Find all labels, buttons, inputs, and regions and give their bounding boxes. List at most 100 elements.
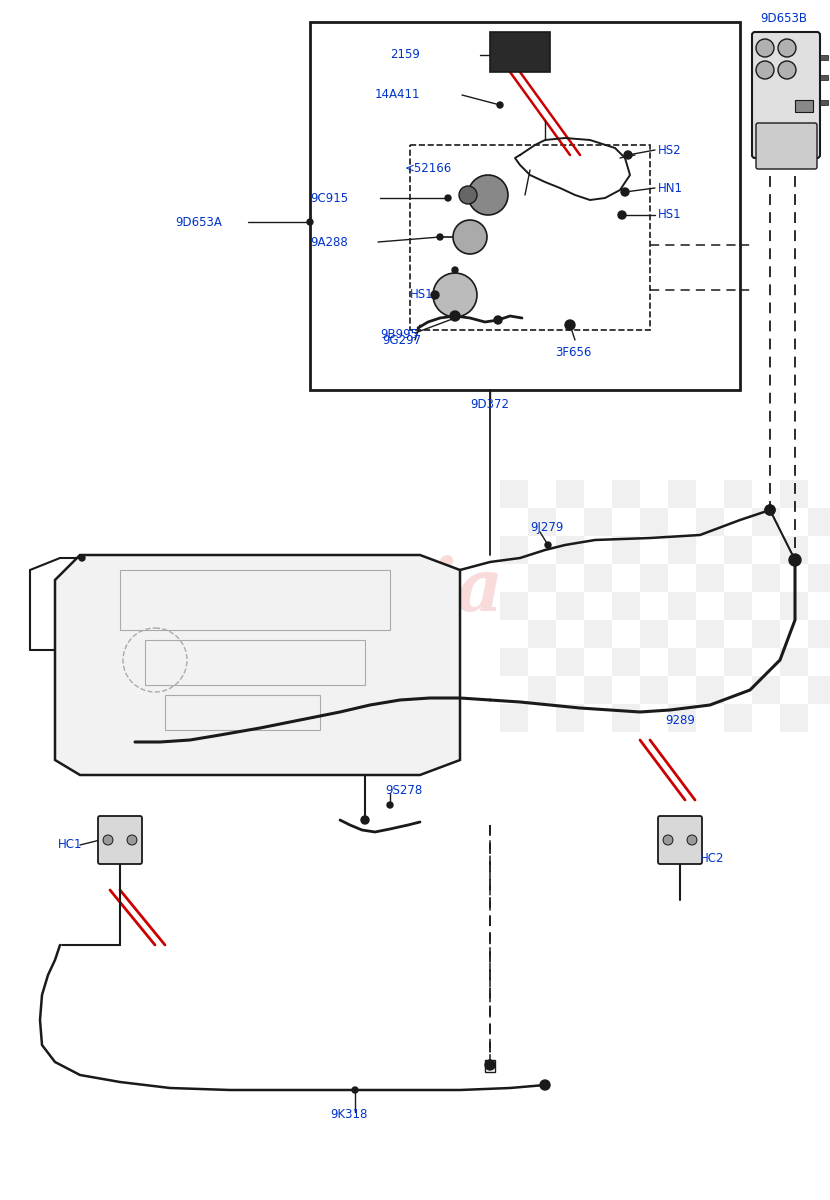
Bar bbox=[556, 620, 584, 648]
Circle shape bbox=[789, 554, 801, 566]
Bar bbox=[808, 564, 830, 592]
Circle shape bbox=[79, 554, 85, 560]
Bar bbox=[724, 564, 752, 592]
Polygon shape bbox=[55, 554, 460, 775]
Bar bbox=[752, 536, 780, 564]
Circle shape bbox=[497, 102, 503, 108]
Circle shape bbox=[624, 151, 632, 158]
Circle shape bbox=[540, 1080, 550, 1090]
Bar bbox=[500, 592, 528, 620]
Bar bbox=[640, 648, 668, 676]
Bar bbox=[528, 536, 556, 564]
Bar bbox=[528, 648, 556, 676]
Bar bbox=[500, 704, 528, 732]
Bar bbox=[752, 704, 780, 732]
Bar bbox=[752, 592, 780, 620]
Bar bbox=[556, 592, 584, 620]
Bar bbox=[752, 620, 780, 648]
Bar bbox=[724, 592, 752, 620]
FancyBboxPatch shape bbox=[98, 816, 142, 864]
Bar bbox=[556, 508, 584, 536]
Bar bbox=[668, 564, 696, 592]
Circle shape bbox=[352, 1087, 358, 1093]
Bar bbox=[780, 620, 808, 648]
Bar bbox=[584, 620, 612, 648]
FancyBboxPatch shape bbox=[658, 816, 702, 864]
Bar bbox=[528, 508, 556, 536]
Circle shape bbox=[468, 175, 508, 215]
Bar bbox=[752, 676, 780, 704]
Bar bbox=[696, 620, 724, 648]
Bar bbox=[528, 704, 556, 732]
Circle shape bbox=[445, 194, 451, 200]
Bar bbox=[668, 480, 696, 508]
Bar bbox=[584, 592, 612, 620]
Bar bbox=[612, 592, 640, 620]
Circle shape bbox=[618, 211, 626, 218]
Bar bbox=[640, 508, 668, 536]
Circle shape bbox=[790, 554, 800, 565]
Text: HC2: HC2 bbox=[700, 852, 725, 864]
Text: HS1: HS1 bbox=[658, 209, 681, 222]
Bar bbox=[640, 704, 668, 732]
Bar bbox=[696, 648, 724, 676]
Circle shape bbox=[361, 816, 369, 824]
Bar bbox=[500, 480, 528, 508]
Circle shape bbox=[765, 505, 775, 515]
Bar bbox=[612, 536, 640, 564]
Text: 3F656: 3F656 bbox=[555, 346, 591, 359]
Bar bbox=[165, 695, 320, 730]
Bar bbox=[584, 676, 612, 704]
Bar bbox=[780, 480, 808, 508]
Text: HS1: HS1 bbox=[410, 288, 433, 301]
Bar bbox=[820, 100, 828, 104]
Circle shape bbox=[545, 542, 551, 548]
Bar bbox=[640, 564, 668, 592]
Circle shape bbox=[663, 835, 673, 845]
Bar bbox=[556, 564, 584, 592]
Circle shape bbox=[778, 38, 796, 56]
Circle shape bbox=[103, 835, 113, 845]
Bar bbox=[612, 676, 640, 704]
Bar bbox=[696, 704, 724, 732]
Bar bbox=[668, 704, 696, 732]
Bar bbox=[696, 536, 724, 564]
Bar bbox=[696, 676, 724, 704]
Text: HC1: HC1 bbox=[58, 839, 82, 852]
Circle shape bbox=[127, 835, 137, 845]
Bar bbox=[310, 22, 740, 390]
Bar bbox=[500, 536, 528, 564]
Bar bbox=[528, 620, 556, 648]
Bar bbox=[640, 480, 668, 508]
Bar bbox=[780, 536, 808, 564]
Bar bbox=[724, 620, 752, 648]
Text: HN1: HN1 bbox=[658, 181, 683, 194]
Bar bbox=[500, 620, 528, 648]
Bar bbox=[808, 676, 830, 704]
Bar bbox=[640, 620, 668, 648]
Text: 14A411: 14A411 bbox=[375, 89, 421, 102]
Bar bbox=[668, 592, 696, 620]
Bar bbox=[808, 648, 830, 676]
Text: 9S278: 9S278 bbox=[385, 784, 422, 797]
Bar bbox=[820, 55, 828, 60]
Bar bbox=[556, 704, 584, 732]
Bar bbox=[724, 676, 752, 704]
Bar bbox=[556, 480, 584, 508]
Circle shape bbox=[494, 316, 502, 324]
Circle shape bbox=[437, 234, 443, 240]
Bar bbox=[145, 640, 365, 685]
Bar bbox=[724, 704, 752, 732]
Bar bbox=[612, 564, 640, 592]
FancyBboxPatch shape bbox=[752, 32, 820, 158]
Bar bbox=[808, 480, 830, 508]
Bar bbox=[612, 648, 640, 676]
Circle shape bbox=[450, 311, 460, 320]
Circle shape bbox=[756, 61, 774, 79]
Text: <52166: <52166 bbox=[405, 162, 452, 174]
Bar bbox=[752, 480, 780, 508]
Bar bbox=[410, 145, 650, 330]
Bar bbox=[485, 1060, 495, 1072]
Bar bbox=[528, 564, 556, 592]
Text: 9G297: 9G297 bbox=[382, 334, 421, 347]
